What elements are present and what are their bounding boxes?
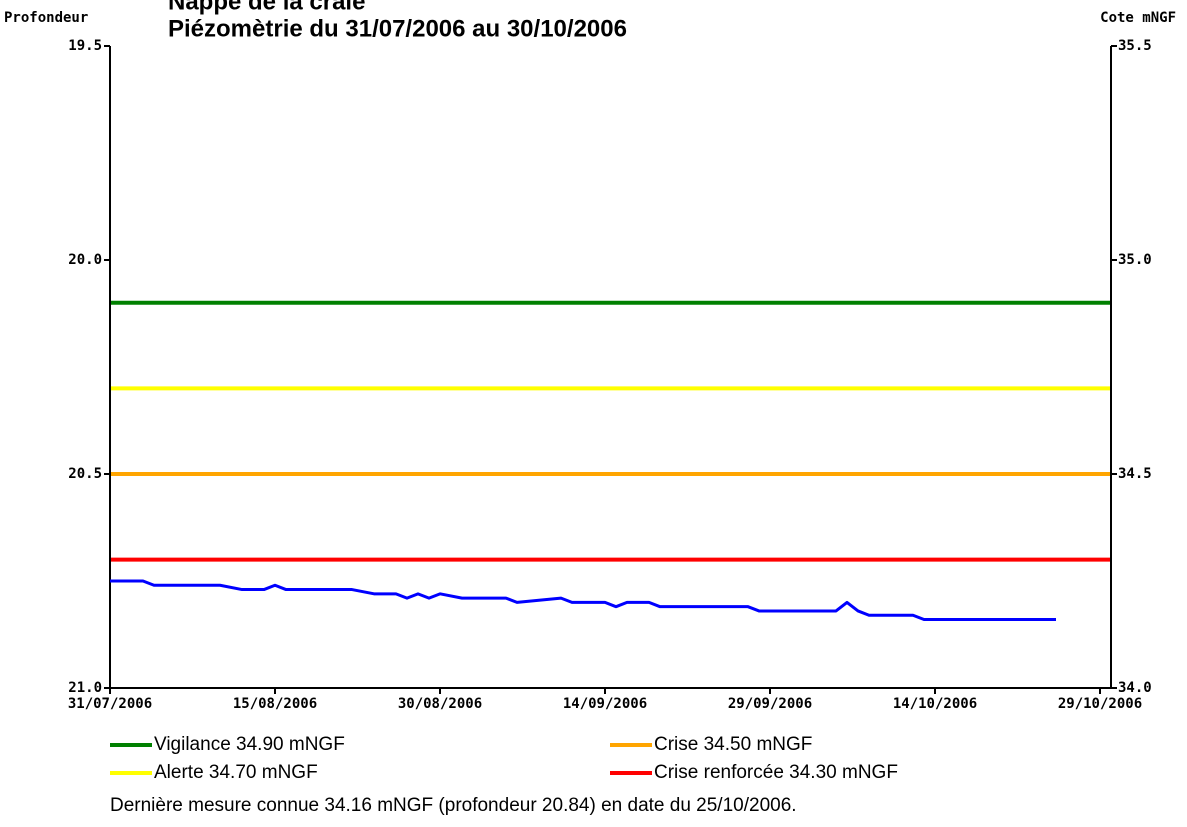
x-tick-label: 29/09/2006	[728, 696, 812, 712]
x-tick-label: 15/08/2006	[233, 696, 317, 712]
y-axis-label: Profondeur	[4, 10, 88, 26]
x-tick-label: 14/10/2006	[893, 696, 977, 712]
legend-label: Crise renforcée 34.30 mNGF	[654, 762, 898, 783]
legend-label: Alerte 34.70 mNGF	[154, 762, 318, 783]
legend-label: Vigilance 34.90 mNGF	[154, 734, 345, 755]
y2-tick-label: 35.5	[1118, 38, 1152, 54]
x-tick-label: 29/10/2006	[1058, 696, 1142, 712]
chart-subtitle: Piézomètrie du 31/07/2006 au 30/10/2006	[168, 15, 627, 42]
y2-tick-label: 34.5	[1118, 466, 1152, 482]
x-tick-label: 31/07/2006	[68, 696, 152, 712]
y-tick-label: 19.5	[68, 38, 102, 54]
x-tick-label: 14/09/2006	[563, 696, 647, 712]
y-tick-label: 20.0	[68, 252, 102, 268]
chart-title: Nappe de la craie	[168, 0, 365, 15]
y-tick-label: 20.5	[68, 466, 102, 482]
footer-note: Dernière mesure connue 34.16 mNGF (profo…	[110, 795, 797, 816]
y2-tick-label: 35.0	[1118, 252, 1152, 268]
y2-axis-label: Cote mNGF	[1100, 10, 1176, 26]
x-tick-label: 30/08/2006	[398, 696, 482, 712]
y-tick-label: 21.0	[68, 680, 102, 696]
y2-tick-label: 34.0	[1118, 680, 1152, 696]
legend-label: Crise 34.50 mNGF	[654, 734, 812, 755]
data-line	[110, 579, 1056, 622]
